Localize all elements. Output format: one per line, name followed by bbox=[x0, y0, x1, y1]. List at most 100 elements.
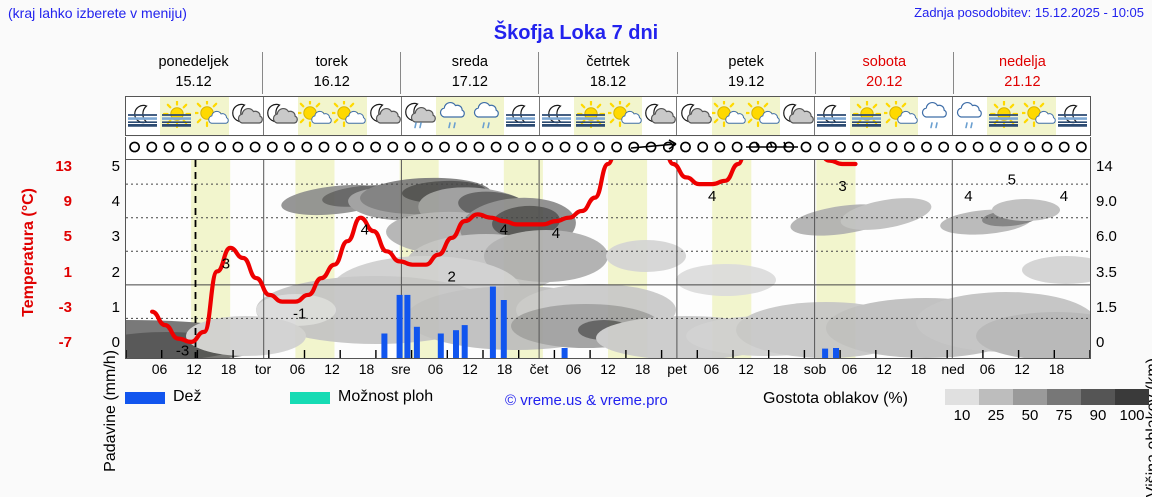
svg-text:4: 4 bbox=[361, 222, 369, 239]
moon-cloud-icon bbox=[783, 103, 815, 124]
moon-fog-icon bbox=[1057, 104, 1087, 127]
sun-cloud-icon bbox=[883, 101, 918, 128]
x-tick-label: 06 bbox=[841, 361, 858, 377]
weather-icon-cell bbox=[711, 97, 746, 135]
cloud-density-legend-label: Gostota oblakov (%) bbox=[763, 390, 908, 407]
precipitation-tick: 0 bbox=[111, 334, 120, 351]
weather-icon-cell bbox=[332, 97, 367, 135]
weather-icon-cell bbox=[229, 97, 263, 135]
x-tick-label: 18 bbox=[220, 361, 237, 377]
cloud-height-tick: 14 bbox=[1096, 158, 1113, 175]
cloud-height-tick: 3.5 bbox=[1096, 263, 1117, 281]
day-date: 17.12 bbox=[451, 74, 488, 90]
cloud-height-tick: 6.0 bbox=[1096, 228, 1117, 246]
moon-cloud-icon bbox=[267, 103, 298, 124]
weather-icon-cell bbox=[298, 97, 333, 135]
x-tick-label: ned bbox=[941, 361, 965, 377]
wind-symbol-strip bbox=[125, 137, 1091, 159]
day-header-četrtek: četrtek 18.12 bbox=[538, 52, 676, 94]
weather-icon-cell bbox=[642, 97, 677, 135]
legend-rain-swatch bbox=[125, 392, 165, 404]
cloud-height-tick: 9.0 bbox=[1096, 193, 1117, 211]
sun-cloud-icon bbox=[745, 101, 780, 128]
x-tick-label: 12 bbox=[1014, 361, 1030, 377]
svg-text:4: 4 bbox=[500, 222, 508, 239]
copyright-link[interactable]: © vreme.us & vreme.pro bbox=[505, 392, 668, 409]
day-header-torek: torek 16.12 bbox=[262, 52, 400, 94]
temperature-tick: -7 bbox=[58, 334, 72, 351]
icon-day-sreda bbox=[400, 97, 539, 135]
svg-text:5: 5 bbox=[1008, 171, 1016, 188]
precipitation-tick: 2 bbox=[111, 263, 120, 281]
moon-fog-icon bbox=[541, 104, 571, 127]
location-menu-hint[interactable]: (kraj lahko izberete v meniju) bbox=[8, 5, 187, 21]
temperature-tick: 9 bbox=[63, 193, 72, 211]
x-tick-label: sre bbox=[391, 361, 411, 377]
forecast-plot: -33-1424484937454 bbox=[125, 159, 1091, 359]
moon-cloud-icon bbox=[680, 103, 712, 124]
temperature-tick: 13 bbox=[55, 158, 72, 175]
day-name: sobota bbox=[862, 54, 907, 70]
day-name: torek bbox=[315, 54, 348, 70]
precipitation-tick: 1 bbox=[111, 298, 120, 316]
day-header-sobota: sobota 20.12 bbox=[814, 52, 953, 94]
weather-icon-cell bbox=[883, 97, 918, 135]
temperature-tick: -3 bbox=[58, 298, 72, 316]
temperature-tick: 5 bbox=[63, 228, 72, 246]
weather-icon-cell bbox=[264, 97, 298, 135]
svg-text:-1: -1 bbox=[293, 306, 306, 323]
x-tick-label: 12 bbox=[324, 361, 340, 377]
sun-fog-icon bbox=[851, 101, 881, 129]
cloud-density-tick: 100 bbox=[1119, 407, 1145, 424]
cloud-rain-icon bbox=[957, 101, 983, 129]
precipitation-axis-title: Padavine (mm/h) bbox=[82, 170, 119, 472]
weather-icon-cell bbox=[573, 97, 609, 135]
cloud-height-axis-title-text: Višina oblakov (km) bbox=[1144, 358, 1152, 497]
precipitation-tick: 5 bbox=[111, 158, 120, 175]
cloud-rain-icon bbox=[921, 101, 947, 129]
x-tick-label: 12 bbox=[462, 361, 478, 377]
day-header-petek: petek 19.12 bbox=[676, 52, 815, 94]
weather-icon-cell bbox=[402, 97, 436, 135]
cloud-density-tick: 50 bbox=[1021, 407, 1039, 424]
x-tick-label: 18 bbox=[358, 361, 375, 377]
cloud-density-swatch bbox=[1013, 389, 1047, 405]
icon-day-ponedeljek bbox=[126, 97, 263, 135]
weather-icon-cell bbox=[126, 97, 160, 135]
x-tick-label: 18 bbox=[772, 361, 789, 377]
chart-legend: Dež Možnost ploh © vreme.us & vreme.pro … bbox=[125, 388, 1149, 428]
day-header-ponedeljek: ponedeljek 15.12 bbox=[125, 52, 262, 94]
day-name: petek bbox=[728, 54, 764, 70]
x-tick-label: 18 bbox=[634, 361, 651, 377]
cloud-density-tick: 75 bbox=[1055, 407, 1073, 424]
x-tick-label: čet bbox=[529, 361, 549, 377]
day-date: 19.12 bbox=[727, 74, 765, 90]
cloud-density-tick: 25 bbox=[987, 407, 1005, 424]
icon-day-petek bbox=[676, 97, 815, 135]
svg-text:4: 4 bbox=[1060, 188, 1068, 205]
weather-icon-cell bbox=[780, 97, 815, 135]
day-date: 15.12 bbox=[175, 74, 212, 90]
weather-icon-cell bbox=[470, 97, 505, 135]
x-tick-label: 12 bbox=[600, 361, 616, 377]
svg-text:4: 4 bbox=[964, 188, 972, 205]
day-name: ponedeljek bbox=[158, 54, 229, 70]
precipitation-tick: 4 bbox=[111, 193, 120, 211]
x-tick-label: 18 bbox=[496, 361, 513, 377]
precipitation-tick: 3 bbox=[111, 228, 120, 246]
legend-showers-label: Možnost ploh bbox=[338, 388, 434, 405]
weather-icon-cell bbox=[194, 97, 229, 135]
moon-cloud-icon bbox=[369, 103, 401, 124]
precipitation-axis-title-text: Padavine (mm/h) bbox=[102, 350, 119, 472]
icon-day-četrtek bbox=[538, 97, 677, 135]
cloud-density-color-scale bbox=[945, 389, 1149, 405]
sun-cloud-icon bbox=[298, 101, 332, 128]
weather-icon-cell bbox=[953, 97, 987, 135]
day-date: 16.12 bbox=[313, 74, 350, 90]
day-date: 20.12 bbox=[866, 74, 903, 90]
day-date: 18.12 bbox=[589, 74, 627, 90]
x-tick-label: sob bbox=[803, 361, 827, 377]
x-tick-label: 06 bbox=[979, 361, 996, 377]
day-name: sreda bbox=[451, 54, 488, 70]
weather-icon-cell bbox=[1056, 97, 1090, 135]
